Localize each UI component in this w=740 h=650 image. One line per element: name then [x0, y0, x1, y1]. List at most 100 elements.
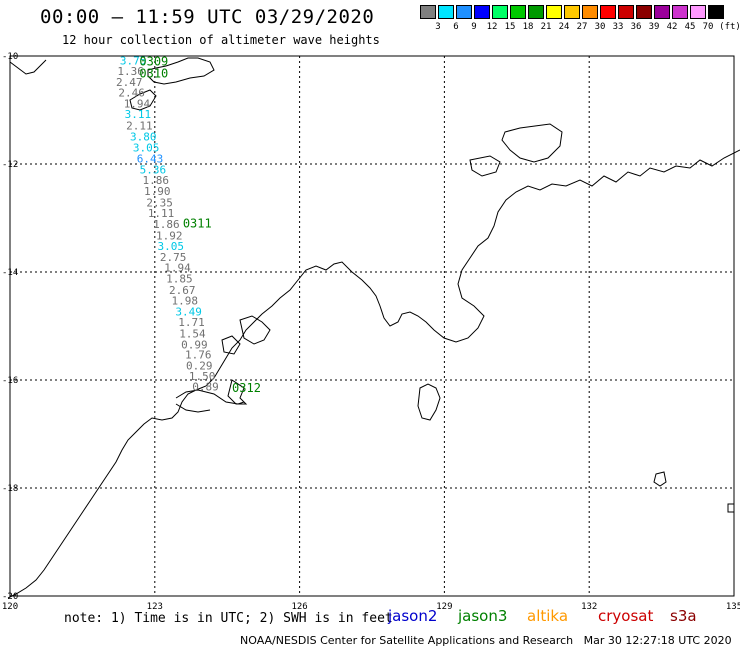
swh-value: 3.05	[157, 240, 184, 253]
legend-swatch	[564, 5, 580, 19]
coastline-east-edge	[727, 503, 735, 513]
legend-swatch	[474, 5, 490, 19]
swh-value: 2.47	[116, 76, 143, 89]
swh-value: 1.11	[148, 207, 175, 220]
swh-value: 1.94	[124, 98, 151, 111]
swh-value: 1.76	[185, 349, 212, 362]
coastline-mainland-north	[7, 149, 740, 599]
lat-tick-label: -16	[2, 376, 18, 386]
legend-swatch	[420, 5, 436, 19]
legend-label: 36	[630, 22, 642, 32]
legend-swatch	[654, 5, 670, 19]
legend-swatch	[708, 5, 724, 19]
legend-swatch	[690, 5, 706, 19]
coastline-cape-levque	[175, 389, 245, 413]
legend-unit: (ft)	[719, 22, 740, 32]
legend-swatch	[528, 5, 544, 19]
lon-tick-label: 120	[2, 602, 18, 612]
time-label: 0312	[232, 381, 261, 395]
swh-value: 3.80	[130, 130, 157, 143]
swh-value: 1.50	[189, 370, 216, 383]
satellite-name-jason3: jason3	[458, 607, 508, 625]
swh-value: 1.92	[156, 229, 183, 242]
legend-swatch	[456, 5, 472, 19]
swh-value: 2.35	[146, 196, 173, 209]
lat-tick-label: -18	[2, 484, 18, 494]
coastline-melville	[469, 155, 501, 177]
coastline-small-island	[653, 471, 667, 487]
swh-value: 0.89	[192, 380, 219, 393]
time-label: 0310	[139, 66, 168, 80]
legend-swatch	[600, 5, 616, 19]
page-title: 00:00 – 11:59 UTC 03/29/2020	[40, 6, 375, 28]
legend-label: 21	[540, 22, 552, 32]
swh-value: 5.36	[140, 163, 167, 176]
lon-tick-label: 135	[726, 602, 740, 612]
legend-swatch	[546, 5, 562, 19]
swh-value: 1.86	[143, 174, 170, 187]
time-label: 0311	[183, 216, 212, 230]
legend-label: 30	[594, 22, 606, 32]
coastline-island-north	[147, 57, 215, 85]
swh-value: 1.71	[178, 316, 205, 329]
satellite-name-altika: altika	[527, 607, 569, 625]
time-label: 0309	[139, 54, 168, 68]
legend-swatch	[438, 5, 454, 19]
swh-value: 1.54	[179, 328, 206, 341]
swh-value: 3.05	[133, 141, 160, 154]
legend-label: 70	[702, 22, 714, 32]
swh-value: 1.94	[164, 262, 191, 275]
coastline-tiwi	[501, 123, 563, 163]
footer-credit: NOAA/NESDIS Center for Satellite Applica…	[240, 634, 732, 647]
legend-label: 9	[471, 22, 477, 32]
legend-swatch	[510, 5, 526, 19]
swh-value: 2.67	[169, 284, 196, 297]
swh-value: 2.75	[160, 251, 187, 264]
legend-swatch	[582, 5, 598, 19]
satellite-name-s3a: s3a	[670, 607, 697, 625]
footer-note: note: 1) Time is in UTC; 2) SWH is in fe…	[64, 611, 393, 626]
swh-value: 1.85	[166, 272, 193, 285]
swh-value: 1.98	[171, 295, 198, 308]
lon-tick-label: 123	[147, 602, 163, 612]
coastline	[7, 57, 740, 599]
legend-swatch	[618, 5, 634, 19]
legend-label: 42	[666, 22, 678, 32]
swh-value: 0.29	[186, 359, 213, 372]
swh-value: 3.49	[175, 305, 202, 318]
legend-swatch	[636, 5, 652, 19]
satellite-name-cryosat: cryosat	[598, 607, 654, 625]
legend-label: 6	[453, 22, 459, 32]
legend-label: 12	[486, 22, 498, 32]
legend-label: 18	[522, 22, 534, 32]
satellite-name-jason2: jason2	[388, 607, 438, 625]
page-subtitle: 12 hour collection of altimeter wave hei…	[62, 33, 380, 47]
legend-label: 24	[558, 22, 570, 32]
swh-value: 3.75	[120, 54, 147, 67]
swh-value: 2.11	[126, 120, 153, 133]
legend-label: 27	[576, 22, 588, 32]
lat-tick-label: -10	[2, 52, 18, 62]
coastline-kimberley-islands	[221, 315, 271, 405]
lat-tick-label: -12	[2, 160, 18, 170]
swh-value: 3.11	[125, 108, 152, 121]
swh-value: 1.36	[117, 65, 144, 78]
lon-tick-label: 129	[436, 602, 452, 612]
lon-tick-label: 126	[291, 602, 307, 612]
swh-value: 1.90	[144, 185, 171, 198]
legend-swatch	[492, 5, 508, 19]
lat-tick-label: -14	[2, 268, 18, 278]
coastline-timor	[9, 59, 47, 75]
swh-value: 1.86	[153, 218, 180, 231]
swh-value: 2.46	[118, 87, 145, 100]
map-grid: 120 123 126 129 132 135-10-12-14-16-18-20	[2, 52, 740, 612]
coastline-island-rote	[129, 89, 157, 111]
legend-label: 15	[504, 22, 516, 32]
legend-swatch	[672, 5, 688, 19]
legend-label: 39	[648, 22, 660, 32]
coastline-gulf-island	[417, 383, 441, 421]
swh-value: 6.43	[137, 153, 164, 166]
altimeter-track: 3.751.362.472.461.943.112.113.803.056.43…	[116, 54, 261, 395]
legend-label: 45	[684, 22, 696, 32]
